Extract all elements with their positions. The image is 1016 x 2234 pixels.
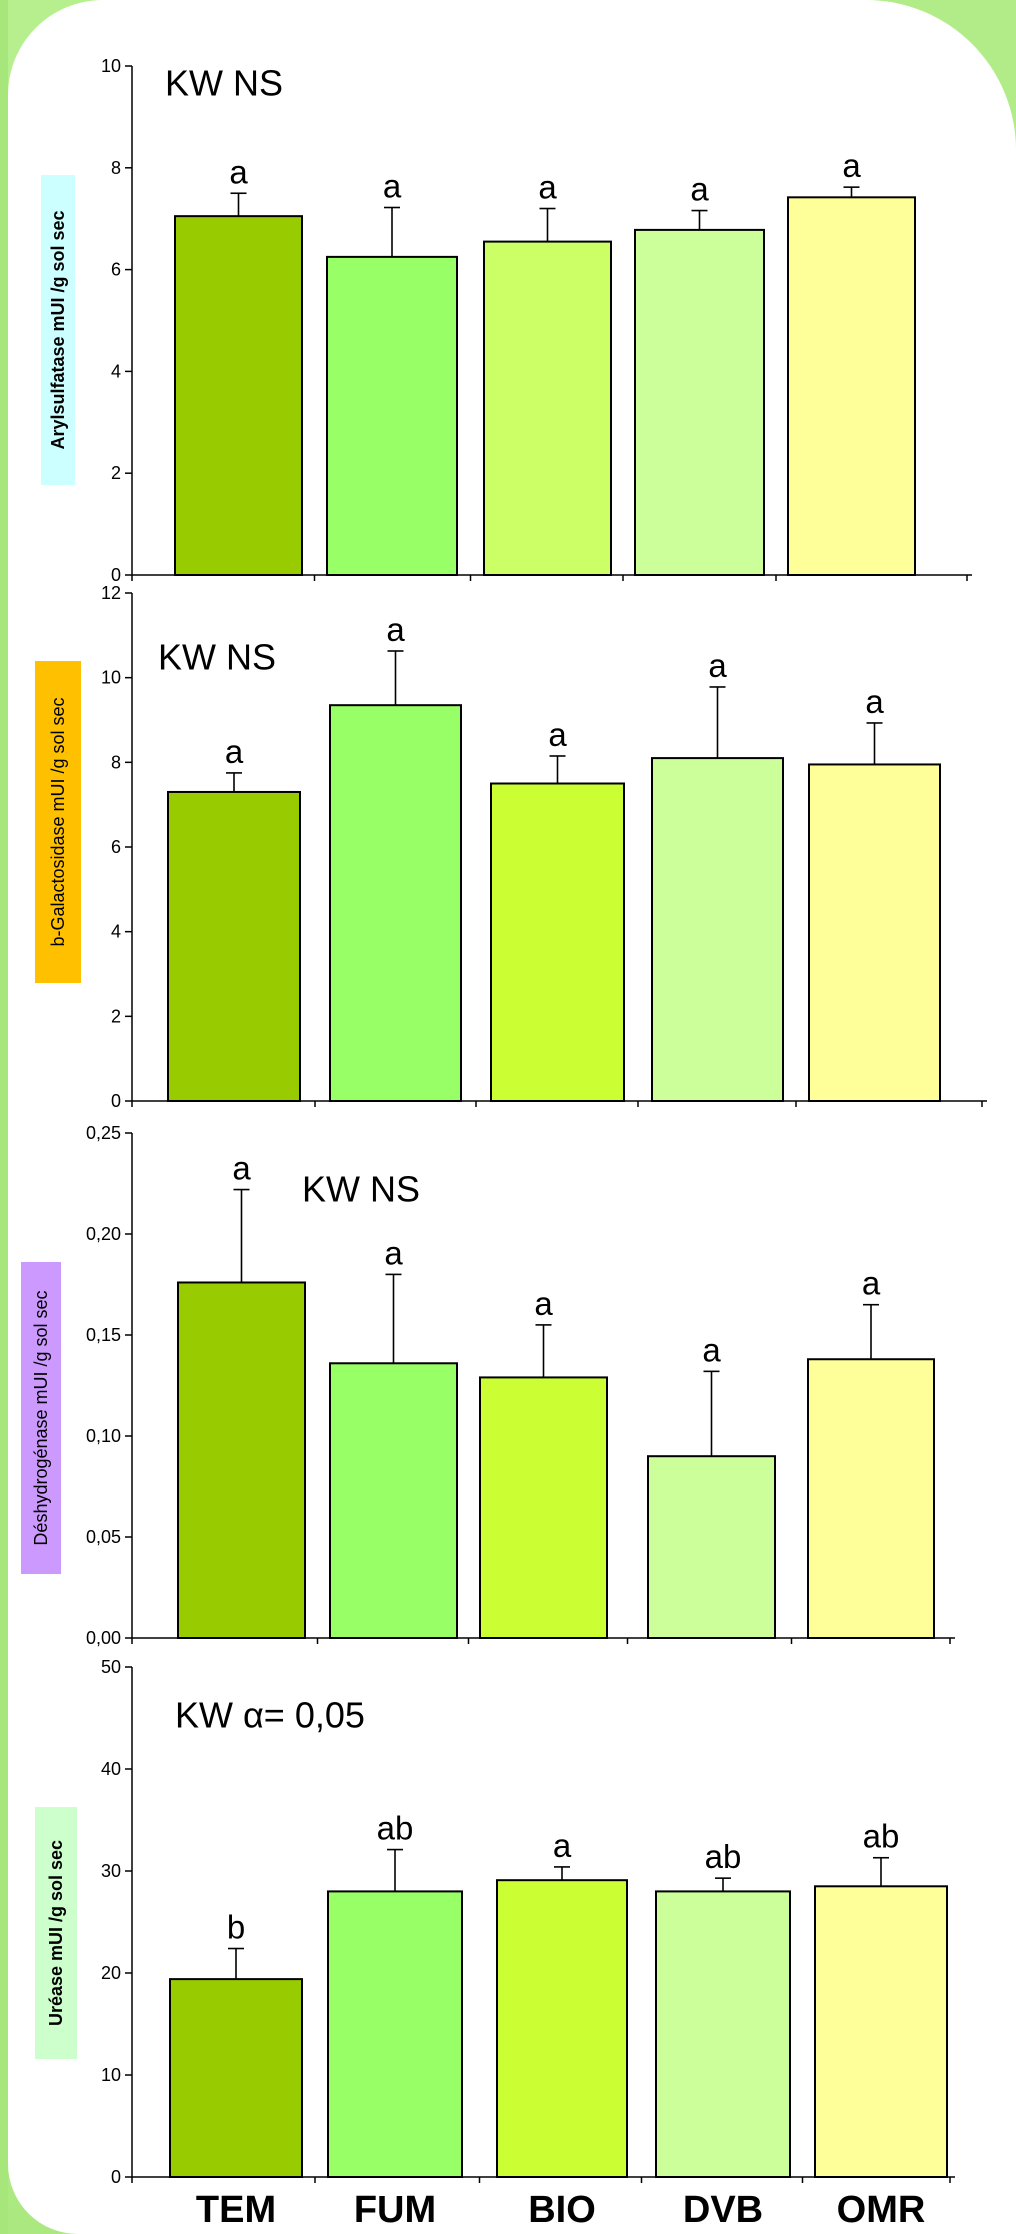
significance-letter: a: [690, 171, 709, 208]
category-label-fum: FUM: [354, 2189, 436, 2231]
y-tick-label: 12: [101, 583, 121, 603]
category-label-tem: TEM: [196, 2189, 276, 2231]
significance-letter: a: [708, 647, 727, 684]
bar-omr: [787, 196, 916, 577]
significance-letter: b: [227, 1909, 245, 1946]
y-tick-label: 8: [111, 752, 121, 772]
y-tick-label: 50: [101, 1657, 121, 1677]
significance-letter: a: [384, 1234, 403, 1271]
ylabel-background-1: [35, 661, 81, 983]
bar-tem: [169, 1978, 303, 2178]
category-label-omr: OMR: [837, 2189, 926, 2231]
kruskal-wallis-annotation-2: KW NS: [302, 1169, 420, 1210]
bar-fum: [327, 1890, 463, 2179]
significance-letter: a: [383, 168, 402, 205]
y-tick-label: 4: [111, 361, 121, 381]
bar-omr: [814, 1885, 948, 2179]
y-tick-label: 0,20: [86, 1224, 121, 1244]
bar-bio: [490, 782, 625, 1102]
y-tick-label: 8: [111, 158, 121, 178]
significance-letter: a: [548, 716, 567, 753]
significance-letter: a: [842, 147, 861, 184]
significance-letter: a: [865, 683, 884, 720]
y-axis-label-1: b-Galactosidase mUI /g sol sec: [48, 697, 68, 946]
bar-fum: [329, 1362, 458, 1640]
bar-bio: [496, 1879, 628, 2179]
bar-bio: [483, 240, 612, 576]
bar-dvb: [651, 757, 784, 1102]
y-tick-label: 6: [111, 837, 121, 857]
significance-letter: a: [702, 1331, 721, 1368]
bar-omr: [808, 763, 941, 1102]
y-axis-label-3: Uréase mUI /g sol sec: [46, 1840, 66, 2026]
significance-letter: a: [553, 1827, 572, 1864]
y-tick-label: 10: [101, 668, 121, 688]
y-tick-label: 0,00: [86, 1628, 121, 1648]
y-tick-label: 0: [111, 1091, 121, 1111]
bar-fum: [329, 704, 462, 1103]
y-tick-label: 10: [101, 56, 121, 76]
bar-fum: [326, 255, 458, 576]
ylabel-background-0: [41, 175, 75, 485]
ylabel-background-2: [21, 1262, 61, 1574]
bar-dvb: [634, 228, 765, 576]
bar-tem: [174, 215, 303, 576]
significance-letter: a: [534, 1285, 553, 1322]
significance-letter: ab: [377, 1810, 414, 1847]
bar-tem: [167, 790, 301, 1102]
bar-tem: [177, 1281, 306, 1639]
y-tick-label: 0,10: [86, 1426, 121, 1446]
significance-letter: a: [229, 153, 248, 190]
y-tick-label: 2: [111, 463, 121, 483]
y-axis-label-0: Arylsulfatase mUI /g sol sec: [48, 210, 68, 449]
kruskal-wallis-annotation-1: KW NS: [158, 637, 276, 678]
y-tick-label: 0,15: [86, 1325, 121, 1345]
significance-letter: a: [538, 169, 557, 206]
y-tick-label: 0,05: [86, 1527, 121, 1547]
bar-omr: [807, 1358, 935, 1639]
y-tick-label: 10: [101, 2065, 121, 2085]
kruskal-wallis-annotation-0: KW NS: [165, 63, 283, 104]
y-axis-label-2: Déshydrogénase mUI /g sol sec: [31, 1290, 51, 1545]
significance-letter: a: [386, 611, 405, 648]
y-tick-label: 0: [111, 565, 121, 585]
significance-letter: ab: [705, 1838, 742, 1875]
bar-bio: [479, 1376, 608, 1640]
y-tick-label: 40: [101, 1759, 121, 1779]
category-label-dvb: DVB: [683, 2189, 763, 2231]
category-label-bio: BIO: [528, 2189, 596, 2231]
significance-letter: ab: [863, 1818, 900, 1855]
y-tick-label: 2: [111, 1006, 121, 1026]
kruskal-wallis-annotation-3: KW α= 0,05: [175, 1695, 365, 1736]
significance-letter: a: [862, 1265, 881, 1302]
y-tick-label: 20: [101, 1963, 121, 1983]
y-tick-label: 30: [101, 1861, 121, 1881]
y-tick-label: 4: [111, 922, 121, 942]
y-tick-label: 6: [111, 260, 121, 280]
significance-letter: a: [232, 1150, 251, 1187]
significance-letter: a: [225, 733, 244, 770]
y-tick-label: 0: [111, 2167, 121, 2187]
bar-dvb: [647, 1455, 776, 1639]
y-tick-label: 0,25: [86, 1123, 121, 1143]
ylabel-background-3: [35, 1807, 77, 2059]
bar-dvb: [655, 1890, 791, 2179]
